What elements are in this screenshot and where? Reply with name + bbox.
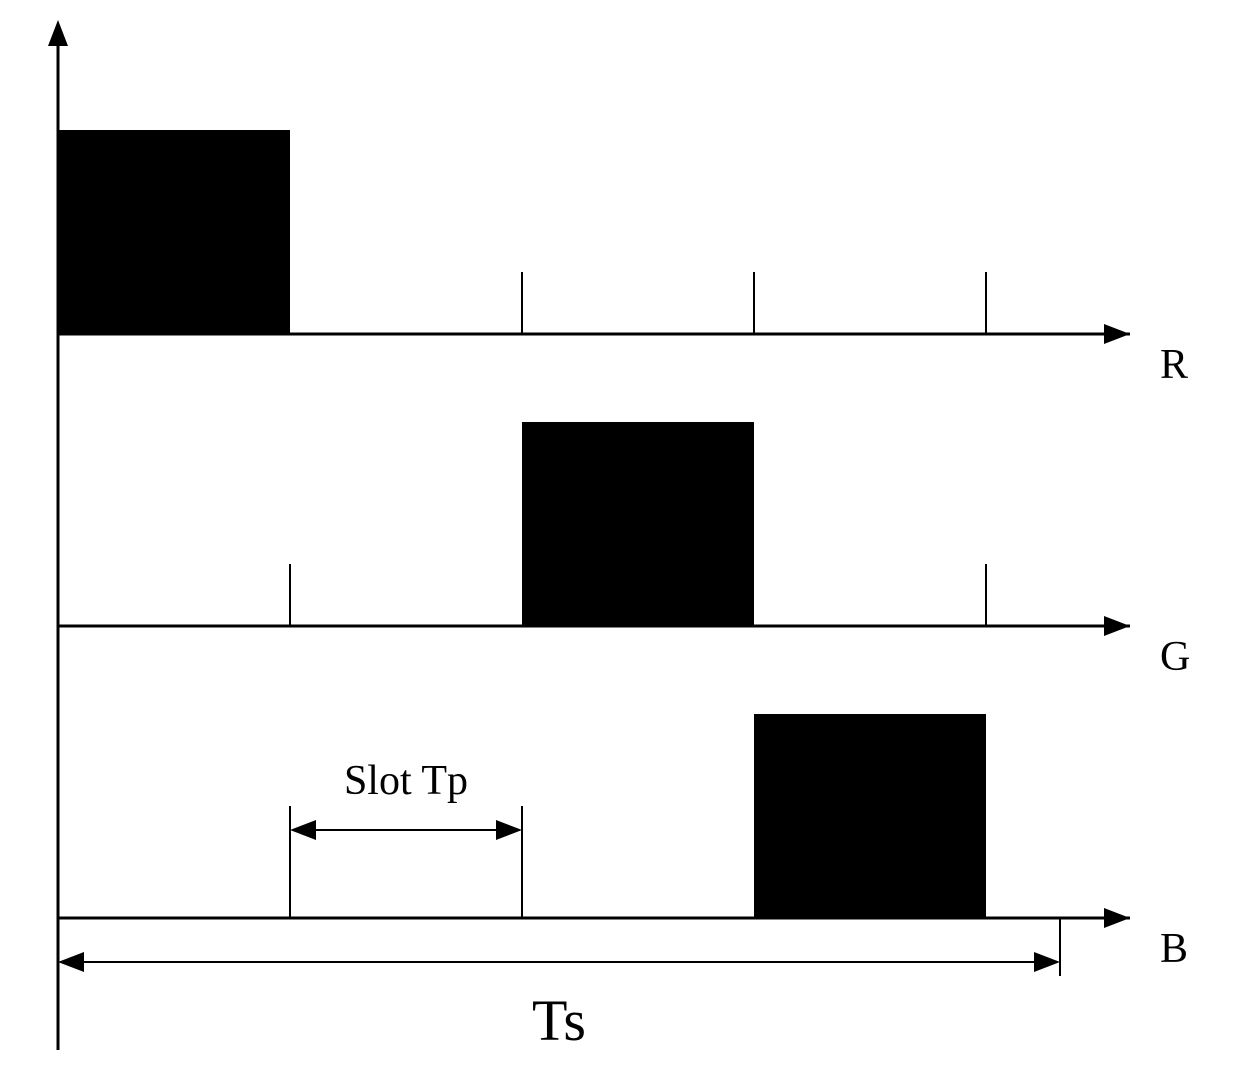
axis-label-R: R <box>1160 342 1188 388</box>
pulse-R <box>58 130 290 334</box>
axis-label-G: G <box>1160 634 1190 680</box>
axis-label-B: B <box>1160 926 1188 972</box>
ts-label: Ts <box>532 988 586 1053</box>
pulse-G <box>522 422 754 626</box>
pulse-B <box>754 714 986 918</box>
slot-tp-label: Slot Tp <box>344 758 468 804</box>
